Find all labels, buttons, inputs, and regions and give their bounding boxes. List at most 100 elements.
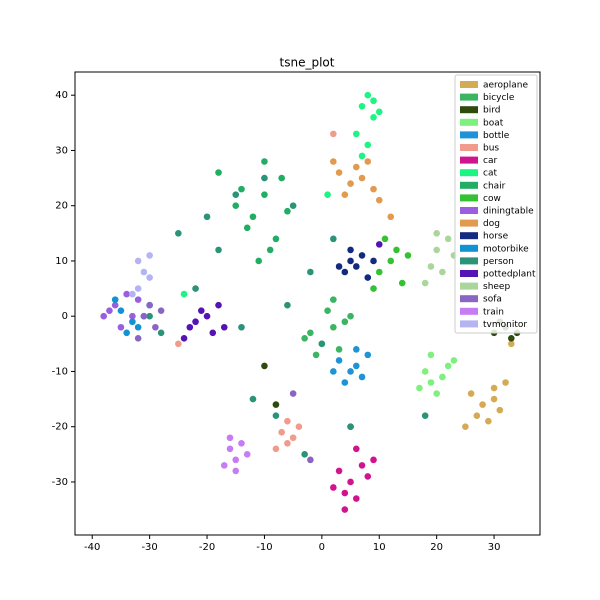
point <box>261 158 268 165</box>
point <box>347 478 354 486</box>
legend-swatch <box>460 156 478 164</box>
point <box>134 323 142 331</box>
x-tick-label: 10 <box>373 542 386 553</box>
point <box>347 246 354 254</box>
legend-swatch <box>460 194 478 202</box>
point <box>134 335 142 342</box>
point <box>341 268 349 276</box>
point <box>284 417 291 425</box>
point <box>427 379 435 386</box>
point <box>232 202 240 210</box>
legend-label: person <box>483 257 514 267</box>
point <box>249 395 257 403</box>
point <box>312 351 320 359</box>
point <box>117 307 125 314</box>
point <box>129 312 136 320</box>
point <box>238 439 245 447</box>
point <box>330 323 337 331</box>
point <box>289 434 297 442</box>
point <box>146 301 153 309</box>
point <box>352 362 360 370</box>
point <box>352 445 360 453</box>
point <box>261 362 268 370</box>
point <box>289 390 297 397</box>
legend-label: motorbike <box>483 244 529 254</box>
point <box>370 185 377 193</box>
point <box>140 268 148 276</box>
point <box>301 451 308 458</box>
legend-label: aeroplane <box>483 81 528 91</box>
point <box>347 423 354 431</box>
legend-label: tvmonitor <box>483 320 527 330</box>
point <box>106 307 113 314</box>
point <box>284 439 291 447</box>
y-tick-label: 40 <box>55 90 68 101</box>
point <box>375 196 383 204</box>
legend-label: diningtable <box>483 207 534 217</box>
point <box>439 268 446 276</box>
point <box>266 246 274 254</box>
legend-swatch <box>460 257 478 265</box>
point <box>387 257 395 265</box>
legend-swatch <box>460 232 478 240</box>
point <box>490 384 498 392</box>
y-tick-label: 20 <box>55 201 68 212</box>
legend-swatch <box>460 81 478 88</box>
legend-label: bus <box>483 144 499 154</box>
point <box>507 335 515 342</box>
point <box>330 368 337 375</box>
point <box>152 323 159 331</box>
plot-frame <box>74 71 541 536</box>
point <box>175 230 182 237</box>
legend-label: sofa <box>483 295 502 305</box>
point <box>330 296 337 303</box>
point <box>421 412 429 419</box>
point <box>243 451 251 458</box>
legend-label: horse <box>483 232 509 242</box>
point <box>352 495 360 502</box>
point <box>404 252 412 259</box>
point <box>175 340 182 348</box>
legend-label: boat <box>483 118 504 128</box>
point <box>347 368 354 375</box>
point <box>261 174 268 182</box>
x-tick-label: -10 <box>256 542 272 553</box>
point <box>324 191 331 198</box>
point <box>352 163 360 171</box>
point <box>341 506 349 513</box>
point <box>123 329 130 337</box>
point <box>335 467 343 475</box>
point <box>370 285 377 292</box>
point <box>341 489 349 497</box>
legend-label: bottle <box>483 131 510 141</box>
point <box>123 290 130 298</box>
y-tick-label: 10 <box>55 256 68 267</box>
point <box>307 329 314 337</box>
legend-swatch <box>460 219 478 227</box>
legend-label: pottedplant <box>483 270 536 280</box>
x-tick-label: -40 <box>84 542 100 553</box>
point <box>485 417 492 425</box>
legend-swatch <box>460 307 478 315</box>
legend-label: cow <box>483 194 501 204</box>
point <box>335 346 343 353</box>
point <box>134 257 142 265</box>
legend-label: chair <box>483 181 506 191</box>
legend-label: dog <box>483 219 500 229</box>
point <box>284 207 291 215</box>
y-tick-label: 0 <box>62 311 68 322</box>
point <box>364 141 372 149</box>
legend-label: sheep <box>483 282 510 292</box>
point <box>220 323 228 331</box>
point <box>307 456 314 464</box>
x-tick-label: 0 <box>319 542 325 553</box>
point <box>111 296 119 303</box>
point <box>444 362 452 370</box>
legend-label: car <box>483 156 497 166</box>
point <box>134 296 142 303</box>
point <box>324 307 331 314</box>
x-tick-label: 30 <box>488 542 501 553</box>
point <box>146 274 153 281</box>
legend-swatch <box>460 93 478 101</box>
point <box>370 97 377 105</box>
